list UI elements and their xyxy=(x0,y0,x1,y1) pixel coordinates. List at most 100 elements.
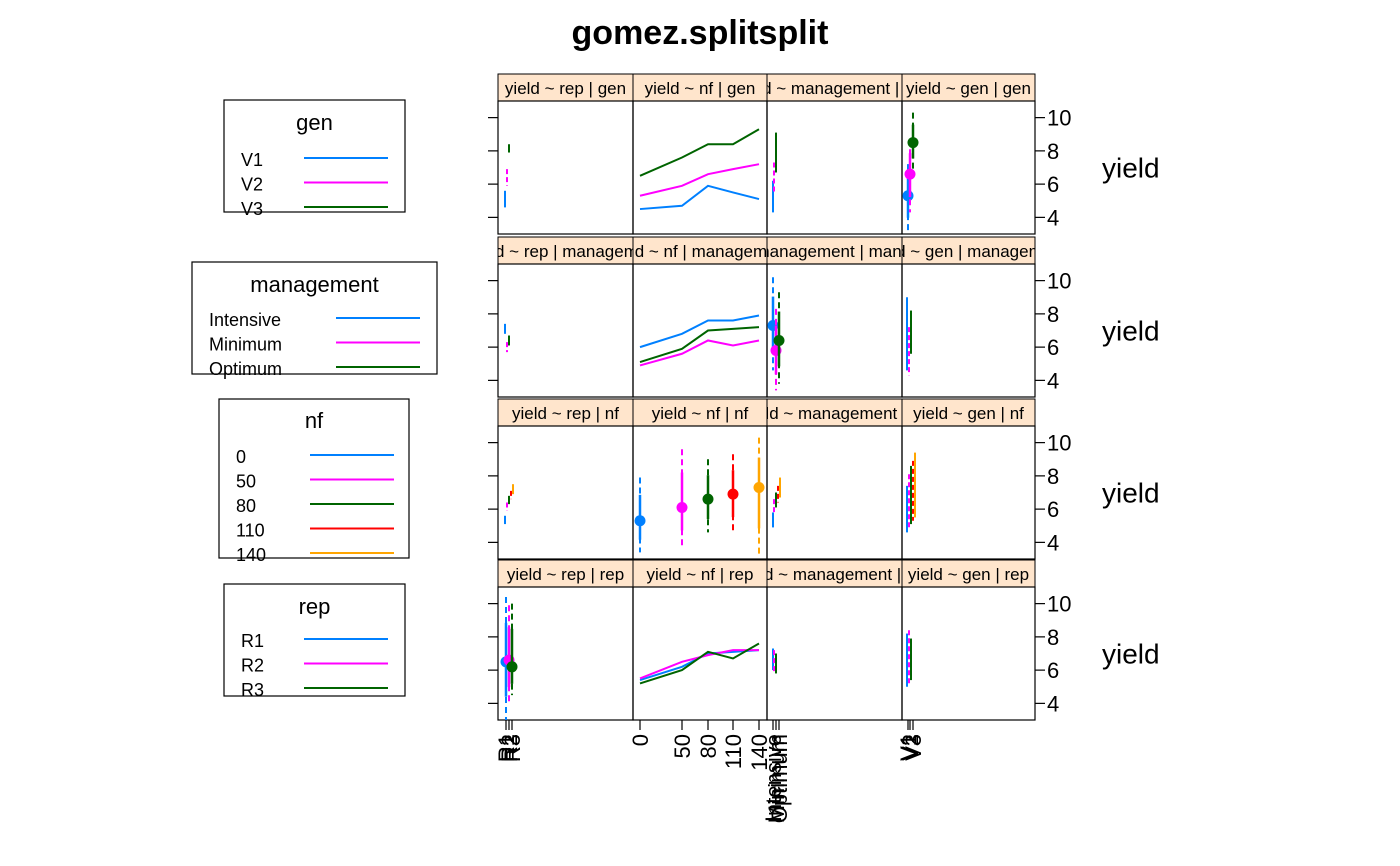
y-tick-label: 8 xyxy=(1047,139,1059,164)
panel-gen-by-rep: yield ~ gen | rep xyxy=(901,559,1036,721)
x-tick-label: Optimum xyxy=(767,734,792,823)
x-tick-label: 0 xyxy=(628,734,653,746)
legend-item-label: V2 xyxy=(241,175,263,195)
strip-label: yield ~ management | nf xyxy=(744,404,926,423)
strip-background xyxy=(497,73,634,102)
series-line-R1 xyxy=(639,649,760,682)
x-tick-label: V1 xyxy=(896,734,921,761)
x-tick-label: R3 xyxy=(500,734,525,762)
y-tick-label: 10 xyxy=(1047,269,1071,294)
panel-rep-by-nf: yield ~ rep | nf xyxy=(497,398,634,560)
strip-background xyxy=(497,236,634,265)
strip-background xyxy=(632,73,768,102)
panel-rep-by-rep: yield ~ rep | rep xyxy=(497,559,634,721)
series-line-Intensive xyxy=(639,314,760,349)
strip-label: yield ~ nf | rep xyxy=(647,565,754,584)
strip-label: yield ~ nf | nf xyxy=(652,404,749,423)
legend-item-label: V1 xyxy=(241,150,263,170)
legend-item-label: R3 xyxy=(241,680,264,700)
panel-frame xyxy=(497,425,634,560)
strip-background xyxy=(901,559,1036,588)
legend-item-label: V3 xyxy=(241,199,263,219)
strip-background xyxy=(766,559,903,588)
panel-frame xyxy=(766,586,903,721)
y-tick-label: 6 xyxy=(1047,172,1059,197)
mean-point-V1 xyxy=(902,190,914,202)
legend-item-label: 50 xyxy=(236,472,256,492)
y-tick-label: 4 xyxy=(1047,691,1059,716)
series-line-V2 xyxy=(639,163,760,197)
strip-label: yield ~ rep | nf xyxy=(512,404,619,423)
panel-rep-by-management: yield ~ rep | management xyxy=(497,236,634,398)
x-tick-label: 50 xyxy=(670,734,695,758)
y-tick-label: 10 xyxy=(1047,106,1071,131)
panel-frame xyxy=(497,263,634,398)
strip-label: yield ~ gen | nf xyxy=(913,404,1024,423)
legend-item-label: 80 xyxy=(236,496,256,516)
mean-point-0 xyxy=(634,515,646,527)
strip-label: yield ~ nf | management xyxy=(609,242,791,261)
strip-label: yield ~ management | gen xyxy=(737,79,933,98)
legend-rep: rep R1 R2 R3 xyxy=(223,583,406,700)
strip-label: yield ~ nf | gen xyxy=(645,79,756,98)
series-line-R3 xyxy=(639,642,760,685)
y-tick-label: 10 xyxy=(1047,431,1071,456)
y-tick-label: 8 xyxy=(1047,302,1059,327)
legend-title: rep xyxy=(299,594,331,619)
mean-point-R3 xyxy=(506,661,518,673)
y-tick-label: 6 xyxy=(1047,497,1059,522)
y-axis-label: yield xyxy=(1102,639,1160,670)
panel-nf-by-management: yield ~ nf | management xyxy=(609,236,791,398)
mean-point-110 xyxy=(727,488,739,500)
series-line-Optimum xyxy=(639,326,760,364)
x-tick-label: Minimum xyxy=(764,734,789,823)
legend-item-label: 140 xyxy=(236,545,266,565)
mean-point-V3 xyxy=(907,137,919,149)
series-line-R2 xyxy=(639,649,759,680)
x-tick-label: Intensive xyxy=(761,734,786,822)
strip-background xyxy=(901,398,1036,427)
series-line-V1 xyxy=(639,184,760,211)
strip-background xyxy=(632,559,768,588)
legend-item-label: Minimum xyxy=(209,335,282,355)
y-axis-label: yield xyxy=(1102,153,1160,184)
panel-frame xyxy=(901,586,1036,721)
panel-management-by-nf: yield ~ management | nf xyxy=(744,398,926,560)
strip-label: yield ~ gen | rep xyxy=(908,565,1029,584)
panel-nf-by-gen: yield ~ nf | gen xyxy=(632,73,768,235)
legend-item-label: 0 xyxy=(236,447,246,467)
legend-item-label: Optimum xyxy=(209,359,282,379)
legend-item-label: 110 xyxy=(236,521,265,541)
x-tick-label: 110 xyxy=(721,734,746,769)
strip-background xyxy=(901,236,1036,265)
strip-label: yield ~ management | rep xyxy=(739,565,931,584)
panel-management-by-management: yield ~ management | management xyxy=(701,236,968,398)
legend-gen: gen V1 V2 V3 xyxy=(223,99,406,219)
x-tick-label: V3 xyxy=(901,734,926,761)
y-tick-label: 6 xyxy=(1047,335,1059,360)
mean-point-V2 xyxy=(904,168,916,180)
panel-frame xyxy=(901,425,1036,560)
series-line-Minimum xyxy=(639,339,760,367)
y-axis-label: yield xyxy=(1102,316,1160,347)
legend-box xyxy=(223,99,406,213)
strip-background xyxy=(766,236,903,265)
series-line-V3 xyxy=(639,128,760,177)
legend-title: nf xyxy=(305,408,324,433)
strip-label: yield ~ management | management xyxy=(701,242,968,261)
mean-point-50 xyxy=(676,501,688,513)
strip-background xyxy=(632,236,768,265)
strip-background xyxy=(497,559,634,588)
strip-label: yield ~ gen | gen xyxy=(906,79,1031,98)
panel-rep-by-gen: yield ~ rep | gen xyxy=(497,73,634,235)
panel-frame xyxy=(632,586,768,721)
panel-frame xyxy=(497,586,634,721)
legend-nf: nf 0 50 80 110 140 xyxy=(218,398,410,565)
panel-management-by-rep: yield ~ management | rep xyxy=(739,559,931,721)
x-tick-label: R1 xyxy=(494,734,519,762)
panel-gen-by-gen: yield ~ gen | gen xyxy=(901,73,1036,235)
y-tick-label: 8 xyxy=(1047,625,1059,650)
panel-frame xyxy=(901,263,1036,398)
